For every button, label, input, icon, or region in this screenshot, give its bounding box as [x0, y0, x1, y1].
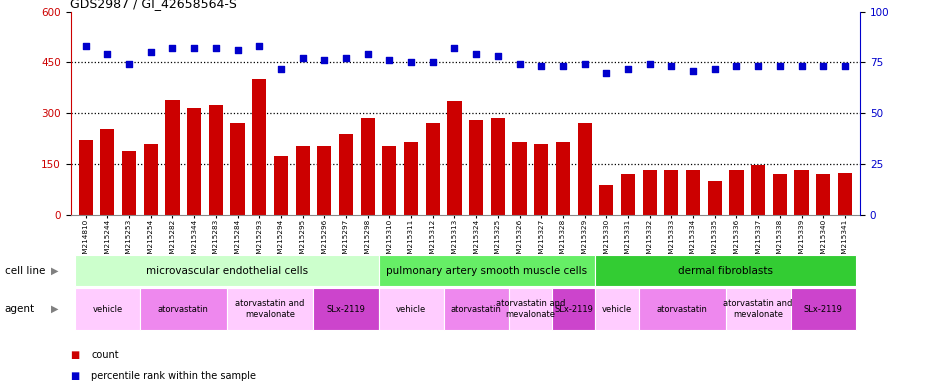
Text: vehicle: vehicle: [396, 305, 426, 314]
Point: [209, 45, 224, 51]
Bar: [274, 156, 288, 215]
Point: [773, 63, 788, 70]
Bar: [144, 144, 158, 215]
Bar: [361, 118, 375, 215]
Bar: [383, 146, 397, 215]
Bar: [708, 181, 722, 215]
Point: [838, 63, 853, 70]
Bar: [230, 123, 244, 215]
Point: [794, 63, 809, 70]
Bar: [491, 118, 505, 215]
Text: GDS2987 / GI_42658564-S: GDS2987 / GI_42658564-S: [70, 0, 238, 10]
Bar: [252, 79, 266, 215]
Point: [512, 61, 527, 68]
Bar: [751, 165, 765, 215]
Bar: [209, 105, 223, 215]
Bar: [556, 142, 570, 215]
Bar: [816, 174, 830, 215]
Point: [685, 68, 700, 74]
Text: atorvastatin and
mevalonate: atorvastatin and mevalonate: [724, 300, 792, 319]
Point: [728, 63, 744, 70]
Bar: [512, 142, 526, 215]
Point: [469, 51, 484, 57]
Text: SLx-2119: SLx-2119: [326, 305, 366, 314]
Text: vehicle: vehicle: [92, 305, 122, 314]
Text: SLx-2119: SLx-2119: [555, 305, 593, 314]
Bar: [101, 129, 115, 215]
Point: [338, 55, 353, 61]
Text: dermal fibroblasts: dermal fibroblasts: [678, 266, 773, 276]
Bar: [794, 170, 808, 215]
Point: [425, 59, 440, 65]
Bar: [600, 185, 614, 215]
Bar: [577, 123, 591, 215]
Point: [599, 70, 614, 76]
Point: [164, 45, 180, 51]
Text: ■: ■: [70, 371, 80, 381]
Text: atorvastatin and
mevalonate: atorvastatin and mevalonate: [235, 300, 305, 319]
Bar: [426, 123, 440, 215]
Bar: [729, 170, 744, 215]
Point: [816, 63, 831, 70]
Bar: [838, 173, 852, 215]
Point: [403, 59, 418, 65]
Point: [707, 65, 722, 71]
Text: microvascular endothelial cells: microvascular endothelial cells: [146, 266, 307, 276]
Point: [620, 65, 635, 71]
Point: [556, 63, 571, 70]
Bar: [447, 101, 462, 215]
Point: [382, 57, 397, 63]
Text: ▶: ▶: [51, 266, 58, 276]
Bar: [339, 134, 353, 215]
Bar: [643, 170, 657, 215]
Point: [100, 51, 115, 57]
Bar: [79, 141, 93, 215]
Text: agent: agent: [5, 304, 35, 314]
Point: [446, 45, 462, 51]
Text: count: count: [91, 350, 118, 360]
Point: [642, 61, 657, 68]
Bar: [187, 108, 201, 215]
Bar: [122, 151, 136, 215]
Bar: [621, 174, 635, 215]
Point: [360, 51, 375, 57]
Point: [295, 55, 310, 61]
Text: ▶: ▶: [51, 304, 58, 314]
Text: cell line: cell line: [5, 266, 45, 276]
Bar: [773, 174, 787, 215]
Bar: [318, 146, 332, 215]
Bar: [534, 144, 548, 215]
Point: [187, 45, 202, 51]
Bar: [295, 146, 309, 215]
Text: atorvastatin and
mevalonate: atorvastatin and mevalonate: [495, 300, 565, 319]
Point: [491, 53, 506, 60]
Bar: [469, 120, 483, 215]
Point: [577, 61, 592, 68]
Text: atorvastatin: atorvastatin: [450, 305, 502, 314]
Point: [534, 63, 549, 70]
Point: [230, 47, 245, 53]
Text: percentile rank within the sample: percentile rank within the sample: [91, 371, 257, 381]
Point: [317, 57, 332, 63]
Point: [143, 49, 158, 55]
Point: [121, 61, 136, 68]
Point: [751, 63, 766, 70]
Text: pulmonary artery smooth muscle cells: pulmonary artery smooth muscle cells: [386, 266, 588, 276]
Point: [252, 43, 267, 49]
Point: [664, 63, 679, 70]
Bar: [665, 170, 679, 215]
Point: [274, 65, 289, 71]
Bar: [165, 100, 180, 215]
Point: [78, 43, 93, 49]
Bar: [404, 142, 418, 215]
Text: atorvastatin: atorvastatin: [657, 305, 708, 314]
Text: atorvastatin: atorvastatin: [158, 305, 209, 314]
Text: ■: ■: [70, 350, 80, 360]
Bar: [686, 170, 700, 215]
Text: vehicle: vehicle: [602, 305, 633, 314]
Text: SLx-2119: SLx-2119: [804, 305, 842, 314]
